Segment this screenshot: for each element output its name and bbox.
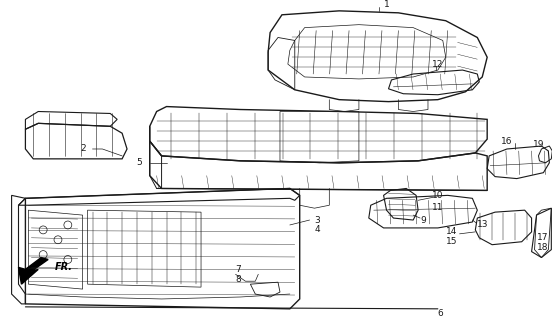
Text: 12: 12 — [432, 60, 444, 68]
Text: 3: 3 — [315, 216, 320, 225]
Text: 14: 14 — [446, 228, 458, 236]
Text: 4: 4 — [315, 225, 320, 234]
Polygon shape — [18, 258, 48, 284]
Text: FR.: FR. — [55, 262, 73, 272]
Text: 1: 1 — [384, 0, 389, 9]
Text: 2: 2 — [80, 145, 86, 154]
Text: 7: 7 — [236, 265, 241, 274]
Text: 8: 8 — [236, 275, 241, 284]
Text: 11: 11 — [432, 203, 444, 212]
Text: 5: 5 — [136, 158, 142, 167]
Text: 18: 18 — [537, 243, 548, 252]
Text: 10: 10 — [432, 191, 444, 200]
Text: 9: 9 — [420, 216, 426, 225]
Text: 15: 15 — [446, 237, 458, 246]
Text: 13: 13 — [477, 220, 489, 229]
Text: 19: 19 — [533, 140, 544, 148]
Text: 6: 6 — [438, 309, 444, 318]
Text: 17: 17 — [537, 233, 548, 242]
Text: 16: 16 — [501, 137, 513, 146]
